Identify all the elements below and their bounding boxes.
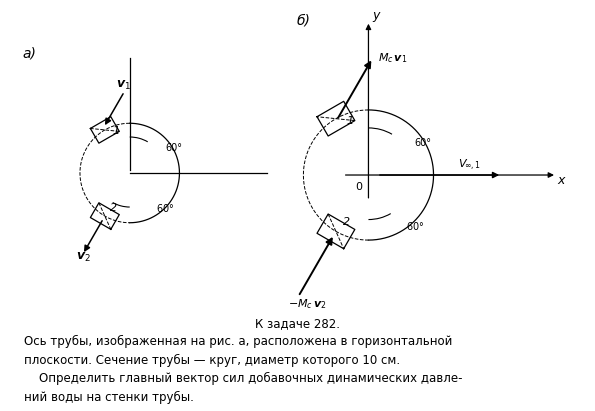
Text: 0: 0 — [355, 182, 362, 192]
Text: $\boldsymbol{v}_2$: $\boldsymbol{v}_2$ — [76, 251, 92, 264]
Text: а): а) — [23, 47, 36, 61]
Text: плоскости. Сечение трубы — круг, диаметр которого 10 см.: плоскости. Сечение трубы — круг, диаметр… — [24, 353, 400, 367]
Text: б): б) — [296, 13, 311, 27]
Text: 60°: 60° — [165, 143, 182, 153]
Text: x: x — [557, 173, 564, 187]
Text: Ось трубы, изображенная на рис. а, расположена в горизонтальной: Ось трубы, изображенная на рис. а, распо… — [24, 335, 452, 348]
Text: y: y — [372, 9, 379, 22]
Text: $\boldsymbol{v}_1$: $\boldsymbol{v}_1$ — [115, 79, 131, 92]
Text: $M_c\,\boldsymbol{v}_1$: $M_c\,\boldsymbol{v}_1$ — [378, 51, 408, 65]
Text: К задаче 282.: К задаче 282. — [255, 317, 340, 330]
Text: 1: 1 — [112, 126, 120, 136]
Text: 2: 2 — [343, 217, 350, 226]
Text: $60°$: $60°$ — [406, 220, 424, 232]
Text: ний воды на стенки трубы.: ний воды на стенки трубы. — [24, 390, 194, 404]
Text: 2: 2 — [110, 203, 117, 213]
Text: Определить главный вектор сил добавочных динамических давле-: Определить главный вектор сил добавочных… — [24, 372, 462, 385]
Text: $-M_c\,\boldsymbol{v}_2$: $-M_c\,\boldsymbol{v}_2$ — [288, 297, 327, 311]
Text: $V_{\!\infty,1}$: $V_{\!\infty,1}$ — [458, 158, 481, 173]
Text: 60°: 60° — [415, 138, 432, 148]
Text: 1: 1 — [346, 116, 353, 126]
Text: $60°$: $60°$ — [156, 202, 174, 214]
